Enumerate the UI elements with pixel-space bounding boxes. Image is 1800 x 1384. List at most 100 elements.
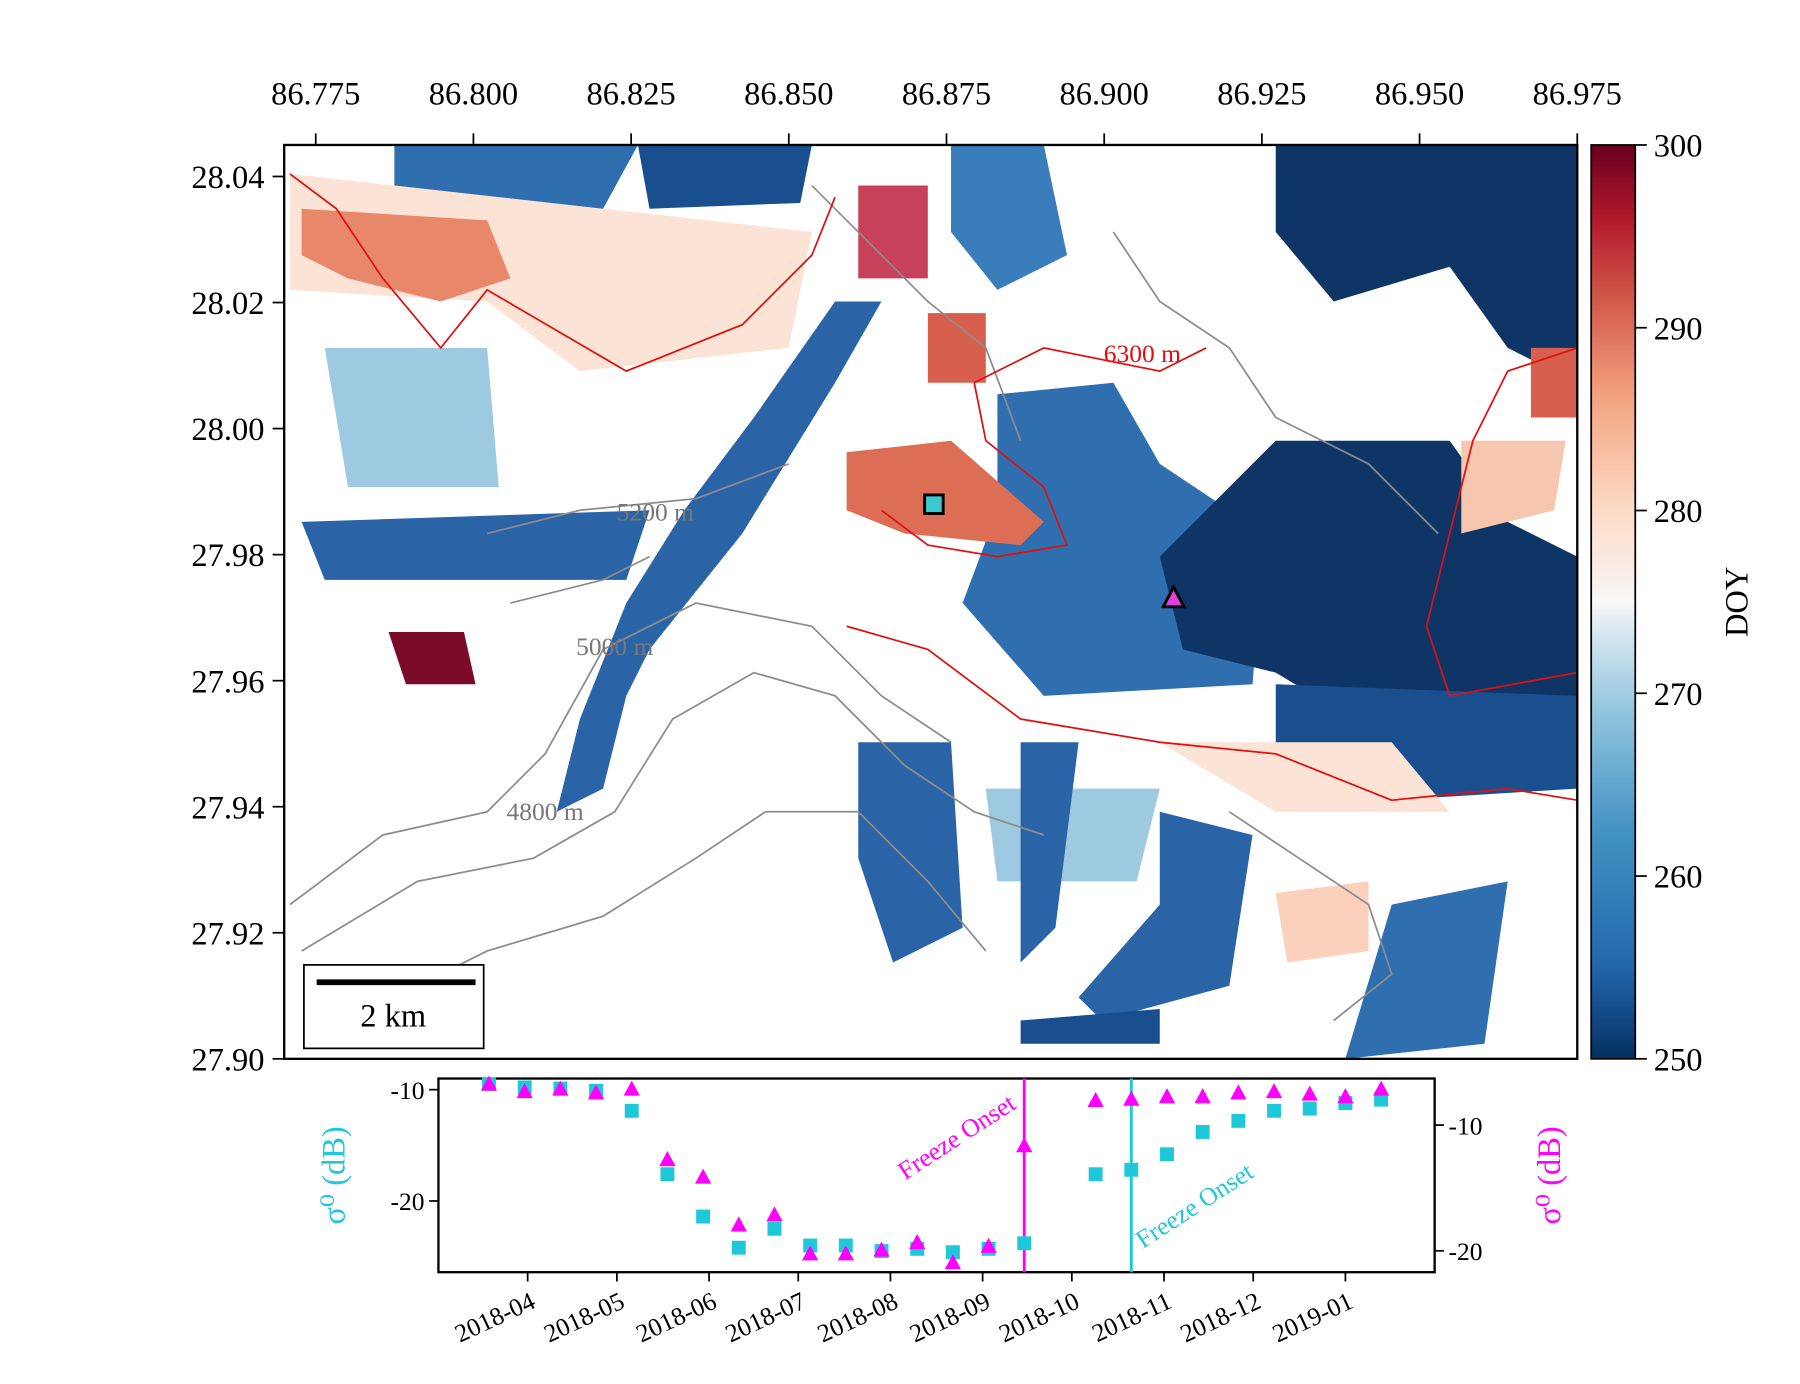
point-triangle [1301, 1085, 1318, 1101]
y-tick-label: 28.00 [191, 412, 264, 448]
colorbar-tick-label: 260 [1654, 860, 1703, 896]
point-triangle [873, 1241, 890, 1257]
y-tick-label: 27.96 [191, 664, 264, 700]
point-triangle [944, 1254, 962, 1270]
raster-patch [388, 632, 476, 685]
point-square [624, 1103, 639, 1118]
point-square [767, 1221, 782, 1236]
point-triangle [623, 1080, 640, 1096]
raster-patch [985, 788, 1160, 882]
point-triangle [1087, 1091, 1104, 1107]
colorbar-tick-label: 280 [1654, 494, 1703, 530]
point-triangle [1265, 1083, 1283, 1099]
colorbar-tick-label: 270 [1654, 677, 1703, 713]
x-tick-label: 86.800 [429, 76, 518, 112]
raster-patch [637, 144, 812, 209]
raster-patch [301, 510, 650, 580]
contour-line [347, 810, 987, 1022]
raster-patch [951, 144, 1067, 290]
freeze-onset-label: Freeze Onset [1130, 1157, 1258, 1254]
point-triangle [659, 1150, 676, 1167]
point-square [945, 1245, 960, 1260]
point-triangle [766, 1206, 783, 1222]
x-tick-label: 2019-01 [1268, 1286, 1357, 1348]
x-tick-label: 86.850 [744, 76, 833, 112]
red-contours [289, 173, 1578, 802]
raster-patch [846, 440, 1044, 546]
raster-patch [1275, 881, 1369, 963]
x-tick-label: 2018-08 [813, 1286, 902, 1348]
point-triangle [1123, 1090, 1140, 1106]
y2-tick-label: -10 [1449, 1111, 1483, 1140]
point-square [1374, 1092, 1389, 1107]
scale-bar-label: 2 km [360, 998, 426, 1034]
y-tick-label: 27.98 [191, 538, 264, 574]
colorbar-label: DOY [1720, 567, 1756, 637]
contour-line [510, 555, 650, 604]
colorbar-tick-label: 250 [1654, 1042, 1703, 1078]
raster-patch [1020, 742, 1079, 963]
y-tick-label: 28.02 [191, 286, 264, 322]
raster-patch [1020, 1008, 1160, 1044]
raster-patch [1275, 144, 1578, 383]
point-square [1195, 1125, 1210, 1139]
raster-patch [394, 144, 638, 209]
raster-patch [1530, 347, 1578, 418]
y-tick-label: 28.04 [191, 160, 264, 196]
point-triangle [1230, 1084, 1247, 1100]
colorbar [1590, 144, 1637, 1060]
x-tick-label: 2018-12 [1176, 1286, 1265, 1348]
point-square [1160, 1147, 1174, 1162]
map-frame [283, 143, 1579, 1060]
point-triangle [694, 1168, 712, 1184]
x-tick-label: 2018-07 [721, 1286, 811, 1348]
point-square [1302, 1101, 1317, 1116]
contour-line [1112, 231, 1439, 535]
point-triangle [980, 1237, 997, 1253]
x-tick-label: 2018-10 [994, 1286, 1083, 1348]
contour-line [811, 184, 1022, 441]
contours [289, 184, 1439, 1022]
contour-line [301, 671, 1045, 952]
point-square [696, 1209, 711, 1224]
raster-patch [301, 208, 511, 302]
point-triangle [802, 1245, 819, 1261]
point-triangle [1016, 1137, 1033, 1153]
marker-square [923, 493, 945, 515]
x-tick-label: 86.825 [586, 76, 675, 112]
point-triangle [1337, 1088, 1354, 1104]
x-tick-label: 86.950 [1375, 76, 1464, 112]
contour-line [1228, 811, 1393, 1022]
x-tick-label: 2018-04 [450, 1286, 540, 1348]
y-tick-label: 27.94 [191, 790, 264, 826]
y2-tick-label: -20 [1449, 1237, 1483, 1266]
point-square [1231, 1113, 1246, 1128]
point-triangle [837, 1245, 854, 1261]
colorbar-tick-label: 290 [1654, 311, 1703, 347]
x-tick-label: 2018-06 [632, 1286, 721, 1348]
y-axis-label: σ⁰ (dB) [316, 1126, 352, 1224]
doy-raster [289, 144, 1578, 1059]
point-square [1124, 1162, 1139, 1177]
point-triangle [1158, 1088, 1176, 1104]
contour-line [1425, 347, 1578, 697]
freeze-onset-label: Freeze Onset [893, 1088, 1021, 1185]
y2-axis-label: σ⁰ (dB) [1532, 1126, 1568, 1224]
contour-line [486, 463, 789, 535]
raster-patch [858, 185, 928, 279]
x-tick-label: 86.775 [271, 76, 360, 112]
contour-label: 5000 m [576, 632, 653, 661]
x-tick-label: 2018-05 [539, 1286, 628, 1348]
raster-patch [927, 313, 986, 383]
point-triangle [1194, 1088, 1211, 1104]
contour-label: 6300 m [1104, 339, 1181, 368]
point-triangle [480, 1075, 498, 1091]
colorbar-tick-label: 300 [1654, 129, 1703, 165]
marker-triangle [1160, 584, 1187, 609]
scale-bar-box [303, 964, 485, 1050]
x-tick-label: 86.975 [1533, 76, 1622, 112]
raster-patch [324, 347, 499, 488]
point-square [1267, 1103, 1282, 1118]
y-tick-label: 27.90 [191, 1042, 264, 1078]
